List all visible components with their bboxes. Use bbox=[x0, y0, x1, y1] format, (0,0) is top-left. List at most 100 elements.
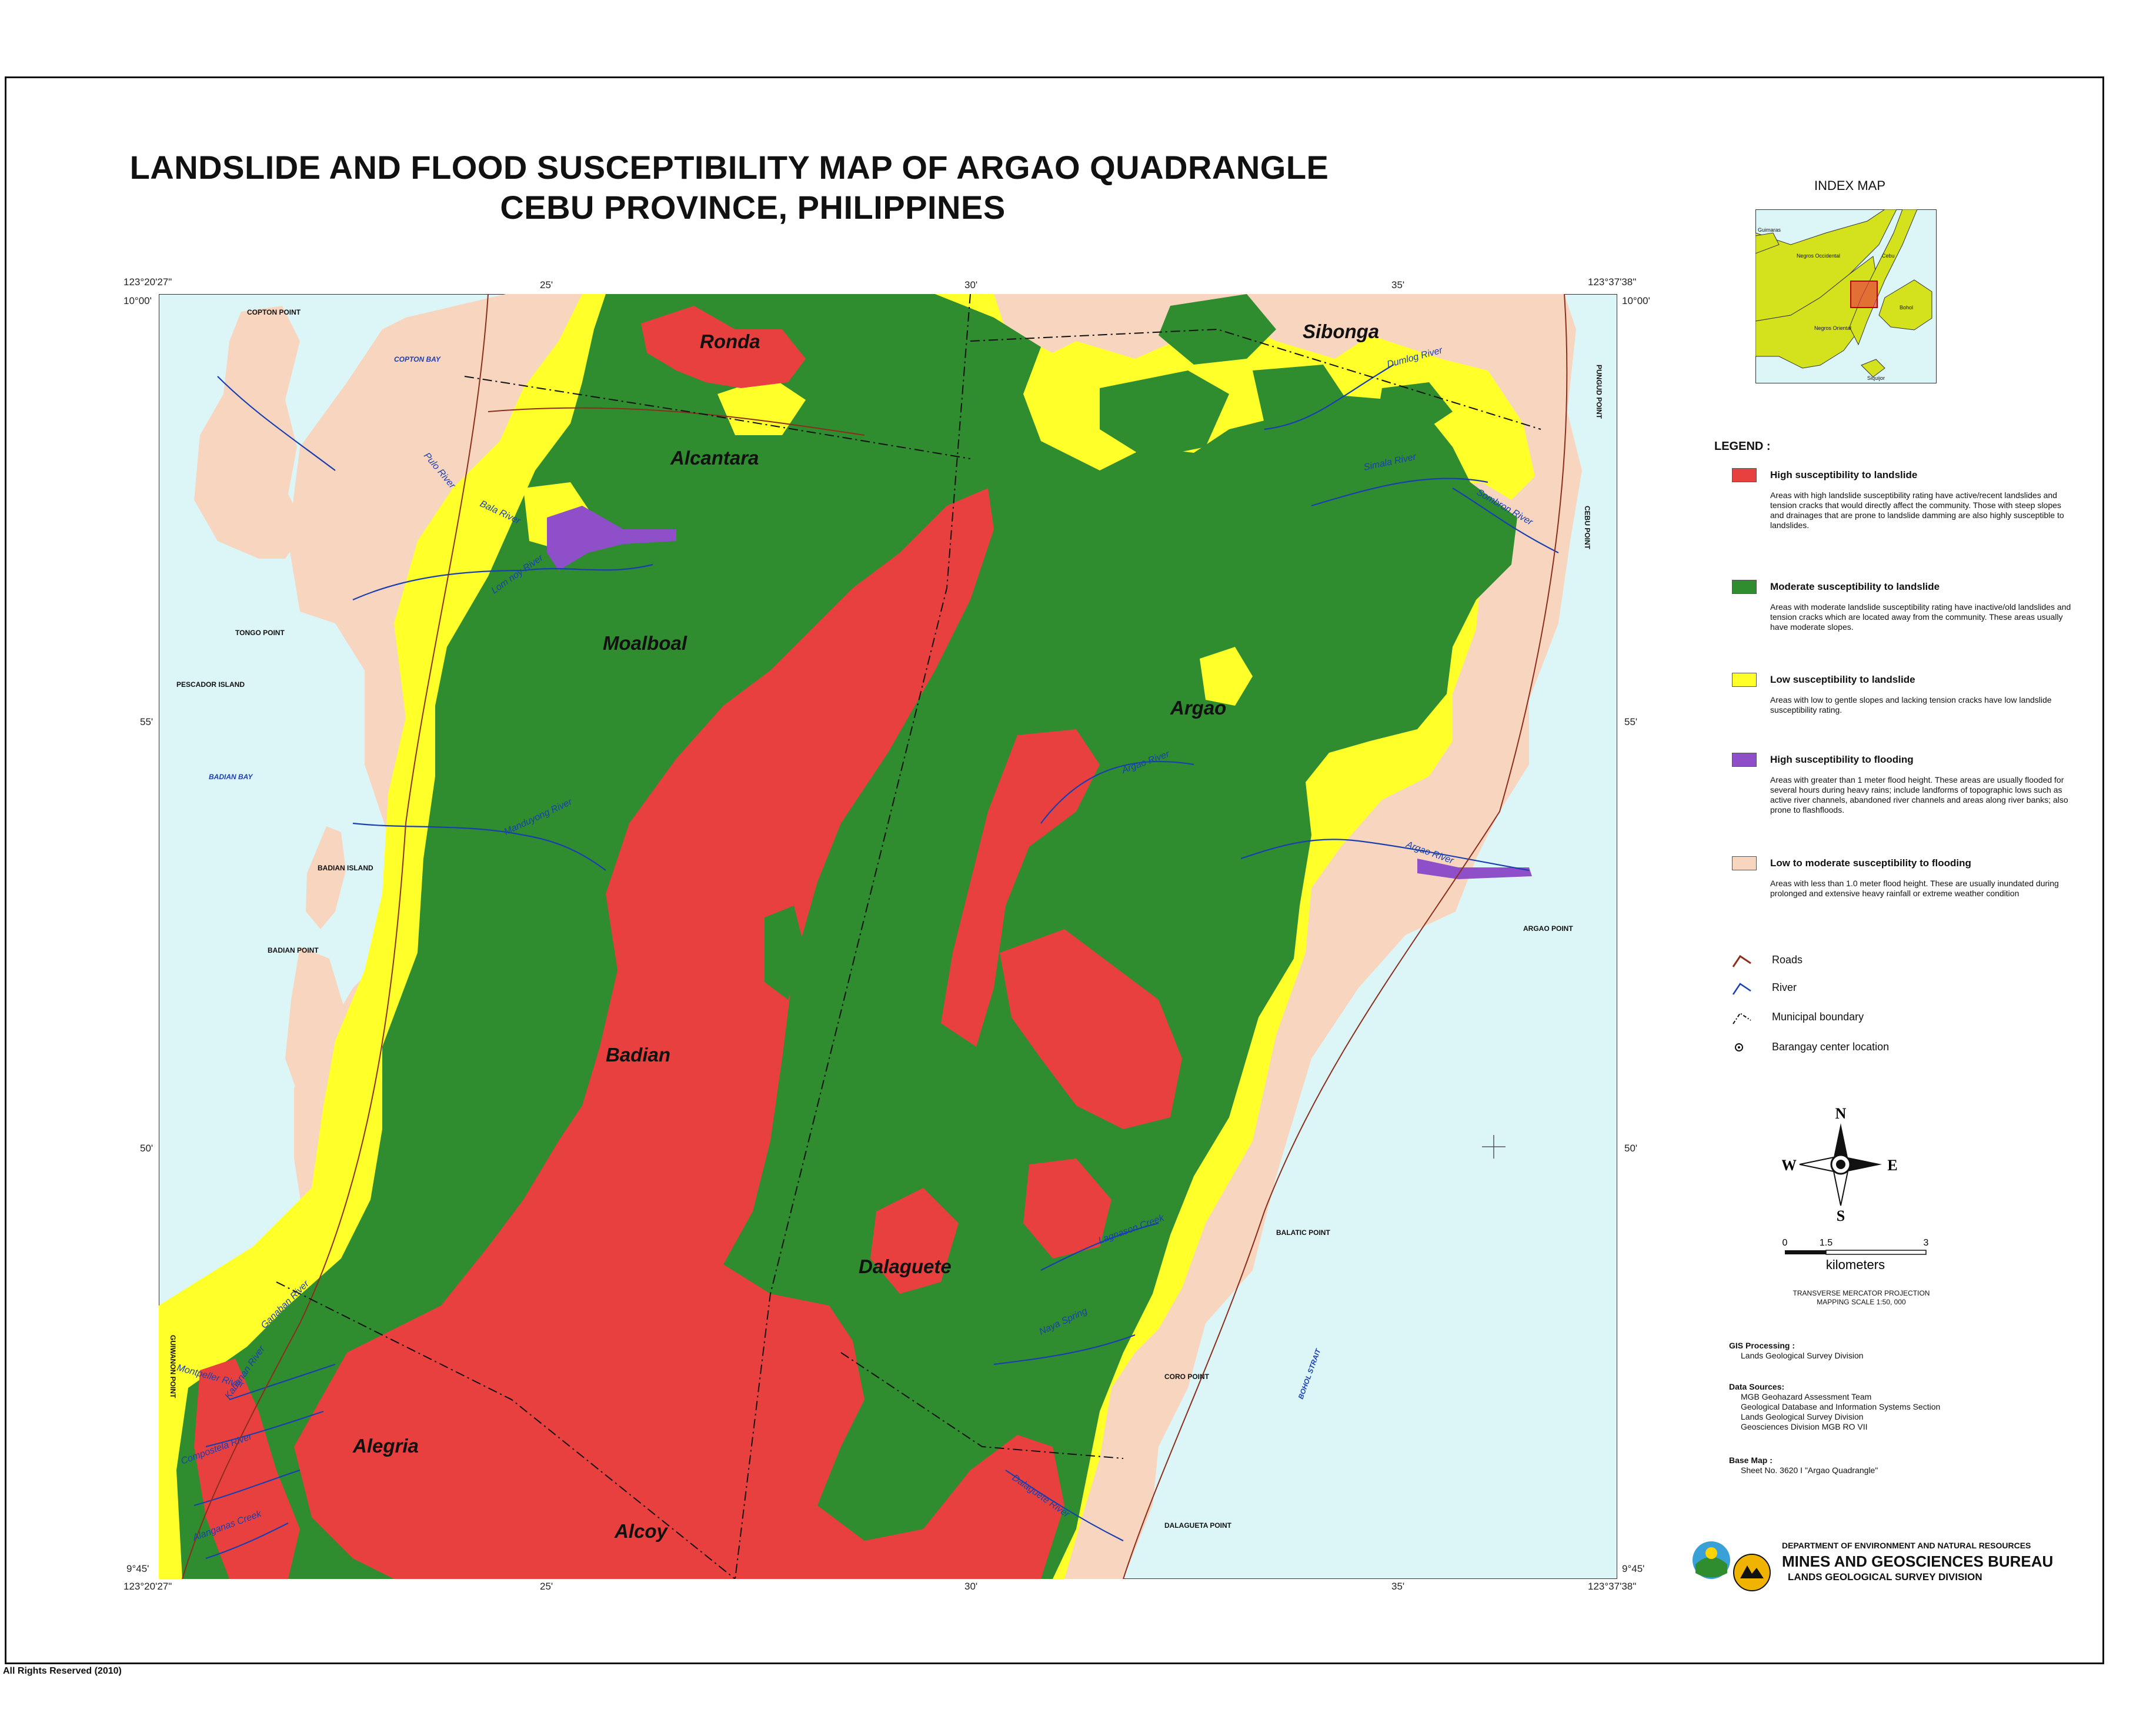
sources-heading: Data Sources: bbox=[1729, 1382, 1785, 1391]
label-cebu-point: CEBU POINT bbox=[1583, 506, 1591, 550]
river-line bbox=[193, 1469, 301, 1507]
coord-right-tick-50: 50' bbox=[1624, 1143, 1638, 1154]
projection-line1: TRANSVERSE MERCATOR PROJECTION bbox=[1793, 1289, 1930, 1297]
town-badian: Badian bbox=[606, 1044, 670, 1066]
barangay-center-icon bbox=[1735, 1043, 1743, 1051]
compass-e: E bbox=[1887, 1157, 1897, 1174]
boundary-icon bbox=[1733, 1012, 1751, 1024]
legend-symbol-label: River bbox=[1772, 981, 1797, 993]
basemap-heading: Base Map : bbox=[1729, 1455, 1773, 1465]
index-guimaras bbox=[1755, 232, 1780, 254]
road-network bbox=[182, 294, 1568, 1579]
high-landslide-southwest bbox=[194, 1358, 300, 1579]
coord-top-right-lat: 10°00' bbox=[1622, 295, 1650, 306]
label-pescador-island: PESCADOR ISLAND bbox=[176, 680, 245, 689]
coord-bottom-tick-30: 30' bbox=[964, 1581, 978, 1592]
susceptibility-map[interactable]: Ronda Alcantara Moalboal Badian Alegria … bbox=[159, 294, 1617, 1579]
legend-symbol-river: River bbox=[1732, 979, 1967, 997]
river-line bbox=[1240, 839, 1530, 872]
scale-bar-graphic: 0 1.5 3 kilometers bbox=[1783, 1238, 1929, 1272]
town-argao: Argao bbox=[1170, 697, 1226, 719]
legend-title: LEGEND : bbox=[1714, 440, 1771, 453]
boundary-line bbox=[735, 294, 971, 1579]
badian-island bbox=[306, 826, 346, 929]
road-line bbox=[1123, 294, 1568, 1579]
high-landslide-dalaguete-north bbox=[1000, 929, 1182, 1129]
label-badian-bay: BADIAN BAY bbox=[209, 773, 253, 781]
town-alegria: Alegria bbox=[352, 1435, 419, 1457]
high-landslide-dalaguete-center bbox=[870, 1188, 959, 1294]
projection-note: TRANSVERSE MERCATOR PROJECTION MAPPING S… bbox=[1773, 1289, 1950, 1307]
gis-heading: GIS Processing : bbox=[1729, 1341, 1795, 1350]
legend-label: Low to moderate susceptibility to floodi… bbox=[1770, 857, 1971, 869]
data-sources: Data Sources: MGB Geohazard Assessment T… bbox=[1729, 1382, 1940, 1432]
copyright: All Rights Reserved (2010) bbox=[3, 1666, 122, 1676]
high-landslide-ronda bbox=[641, 306, 806, 388]
river-line bbox=[1311, 478, 1488, 507]
map-subtitle: CEBU PROVINCE, PHILIPPINES bbox=[500, 189, 1006, 226]
legend-desc: Areas with high landslide susceptibility… bbox=[1770, 490, 2064, 530]
map-frame bbox=[5, 76, 2104, 1664]
scale-unit: kilometers bbox=[1826, 1257, 1885, 1272]
index-bohol bbox=[1878, 279, 1932, 330]
river-line bbox=[1040, 760, 1194, 824]
road-line bbox=[182, 294, 489, 1579]
label-copton-point: COPTON POINT bbox=[247, 308, 301, 316]
mgb-logo bbox=[1732, 1553, 1772, 1593]
label-coro-point: CORO POINT bbox=[1164, 1373, 1210, 1381]
coord-top-left-lon: 123°20'27" bbox=[123, 276, 172, 288]
river-icon bbox=[1732, 983, 1751, 995]
legend-desc: Areas with moderate landslide susceptibi… bbox=[1770, 602, 2071, 632]
label-badian-island: BADIAN ISLAND bbox=[318, 864, 373, 872]
moderate-landslide-ne bbox=[1376, 382, 1453, 435]
river-line bbox=[1040, 1222, 1159, 1271]
sources-line: Geosciences Division MGB RO VII bbox=[1741, 1422, 1868, 1431]
legend-label: High susceptibility to flooding bbox=[1770, 754, 1914, 765]
index-map: Guimaras Negros Occidental Cebu Negros O… bbox=[1755, 209, 1937, 384]
map-title: LANDSLIDE AND FLOOD SUSCEPTIBILITY MAP O… bbox=[129, 149, 1329, 186]
mgb-seal-icon bbox=[1733, 1554, 1771, 1591]
legend-label: Low susceptibility to landslide bbox=[1770, 674, 1915, 685]
label-pungud-point: PUNGUD POINT bbox=[1595, 365, 1603, 419]
town-sibonga: Sibonga bbox=[1303, 321, 1379, 342]
legend-symbol-label: Municipal boundary bbox=[1772, 1011, 1864, 1023]
coord-bottom-left-lat: 9°45' bbox=[126, 1563, 149, 1574]
municipal-boundaries bbox=[276, 294, 1541, 1579]
river-line bbox=[352, 563, 653, 601]
coord-right-tick-55: 55' bbox=[1624, 716, 1638, 727]
index-map-canvas: Guimaras Negros Occidental Cebu Negros O… bbox=[1755, 209, 1937, 384]
town-alcoy: Alcoy bbox=[614, 1520, 669, 1542]
scale-tick-0: 0 bbox=[1783, 1238, 1788, 1248]
legend-swatch bbox=[1732, 856, 1757, 870]
denr-logo bbox=[1691, 1538, 1732, 1582]
boundary-line bbox=[464, 376, 971, 459]
compass-w: W bbox=[1782, 1157, 1797, 1174]
index-label: Siquijor bbox=[1867, 375, 1885, 381]
coord-top-tick-30: 30' bbox=[964, 279, 978, 291]
legend-desc: Areas with less than 1.0 meter flood hei… bbox=[1770, 879, 2059, 898]
moderate-inlier-badian bbox=[765, 906, 806, 1000]
agency-division: LANDS GEOLOGICAL SURVEY DIVISION bbox=[1788, 1571, 1982, 1583]
label-badian-point: BADIAN POINT bbox=[268, 946, 319, 954]
index-label: Negros Oriental bbox=[1814, 325, 1851, 331]
high-flood-argao bbox=[1417, 859, 1532, 879]
label-copton-bay: COPTON BAY bbox=[394, 355, 441, 363]
legend-swatch bbox=[1732, 753, 1757, 767]
town-moalboal: Moalboal bbox=[603, 632, 687, 654]
index-label: Bohol bbox=[1900, 305, 1913, 311]
coord-left-tick-55: 55' bbox=[140, 716, 153, 727]
river-line bbox=[229, 1363, 336, 1401]
projection-line2: MAPPING SCALE 1:50, 000 bbox=[1817, 1298, 1906, 1306]
index-quadrangle-marker bbox=[1850, 281, 1878, 308]
legend-symbol-municipal-boundary: Municipal boundary bbox=[1732, 1009, 1967, 1026]
coord-left-tick-50: 50' bbox=[140, 1143, 153, 1154]
river-network bbox=[193, 364, 1559, 1560]
index-label: Negros Occidental bbox=[1797, 253, 1840, 259]
index-cebu bbox=[1849, 209, 1918, 346]
coord-top-tick-25: 25' bbox=[540, 279, 553, 291]
scale-bar: 0 1.5 3 kilometers bbox=[1776, 1235, 1929, 1282]
label-tongo-point: TONGO POINT bbox=[235, 629, 285, 637]
sources-line: Lands Geological Survey Division bbox=[1741, 1412, 1864, 1421]
compass-s: S bbox=[1837, 1207, 1845, 1223]
sources-line: Geological Database and Information Syst… bbox=[1741, 1402, 1941, 1411]
